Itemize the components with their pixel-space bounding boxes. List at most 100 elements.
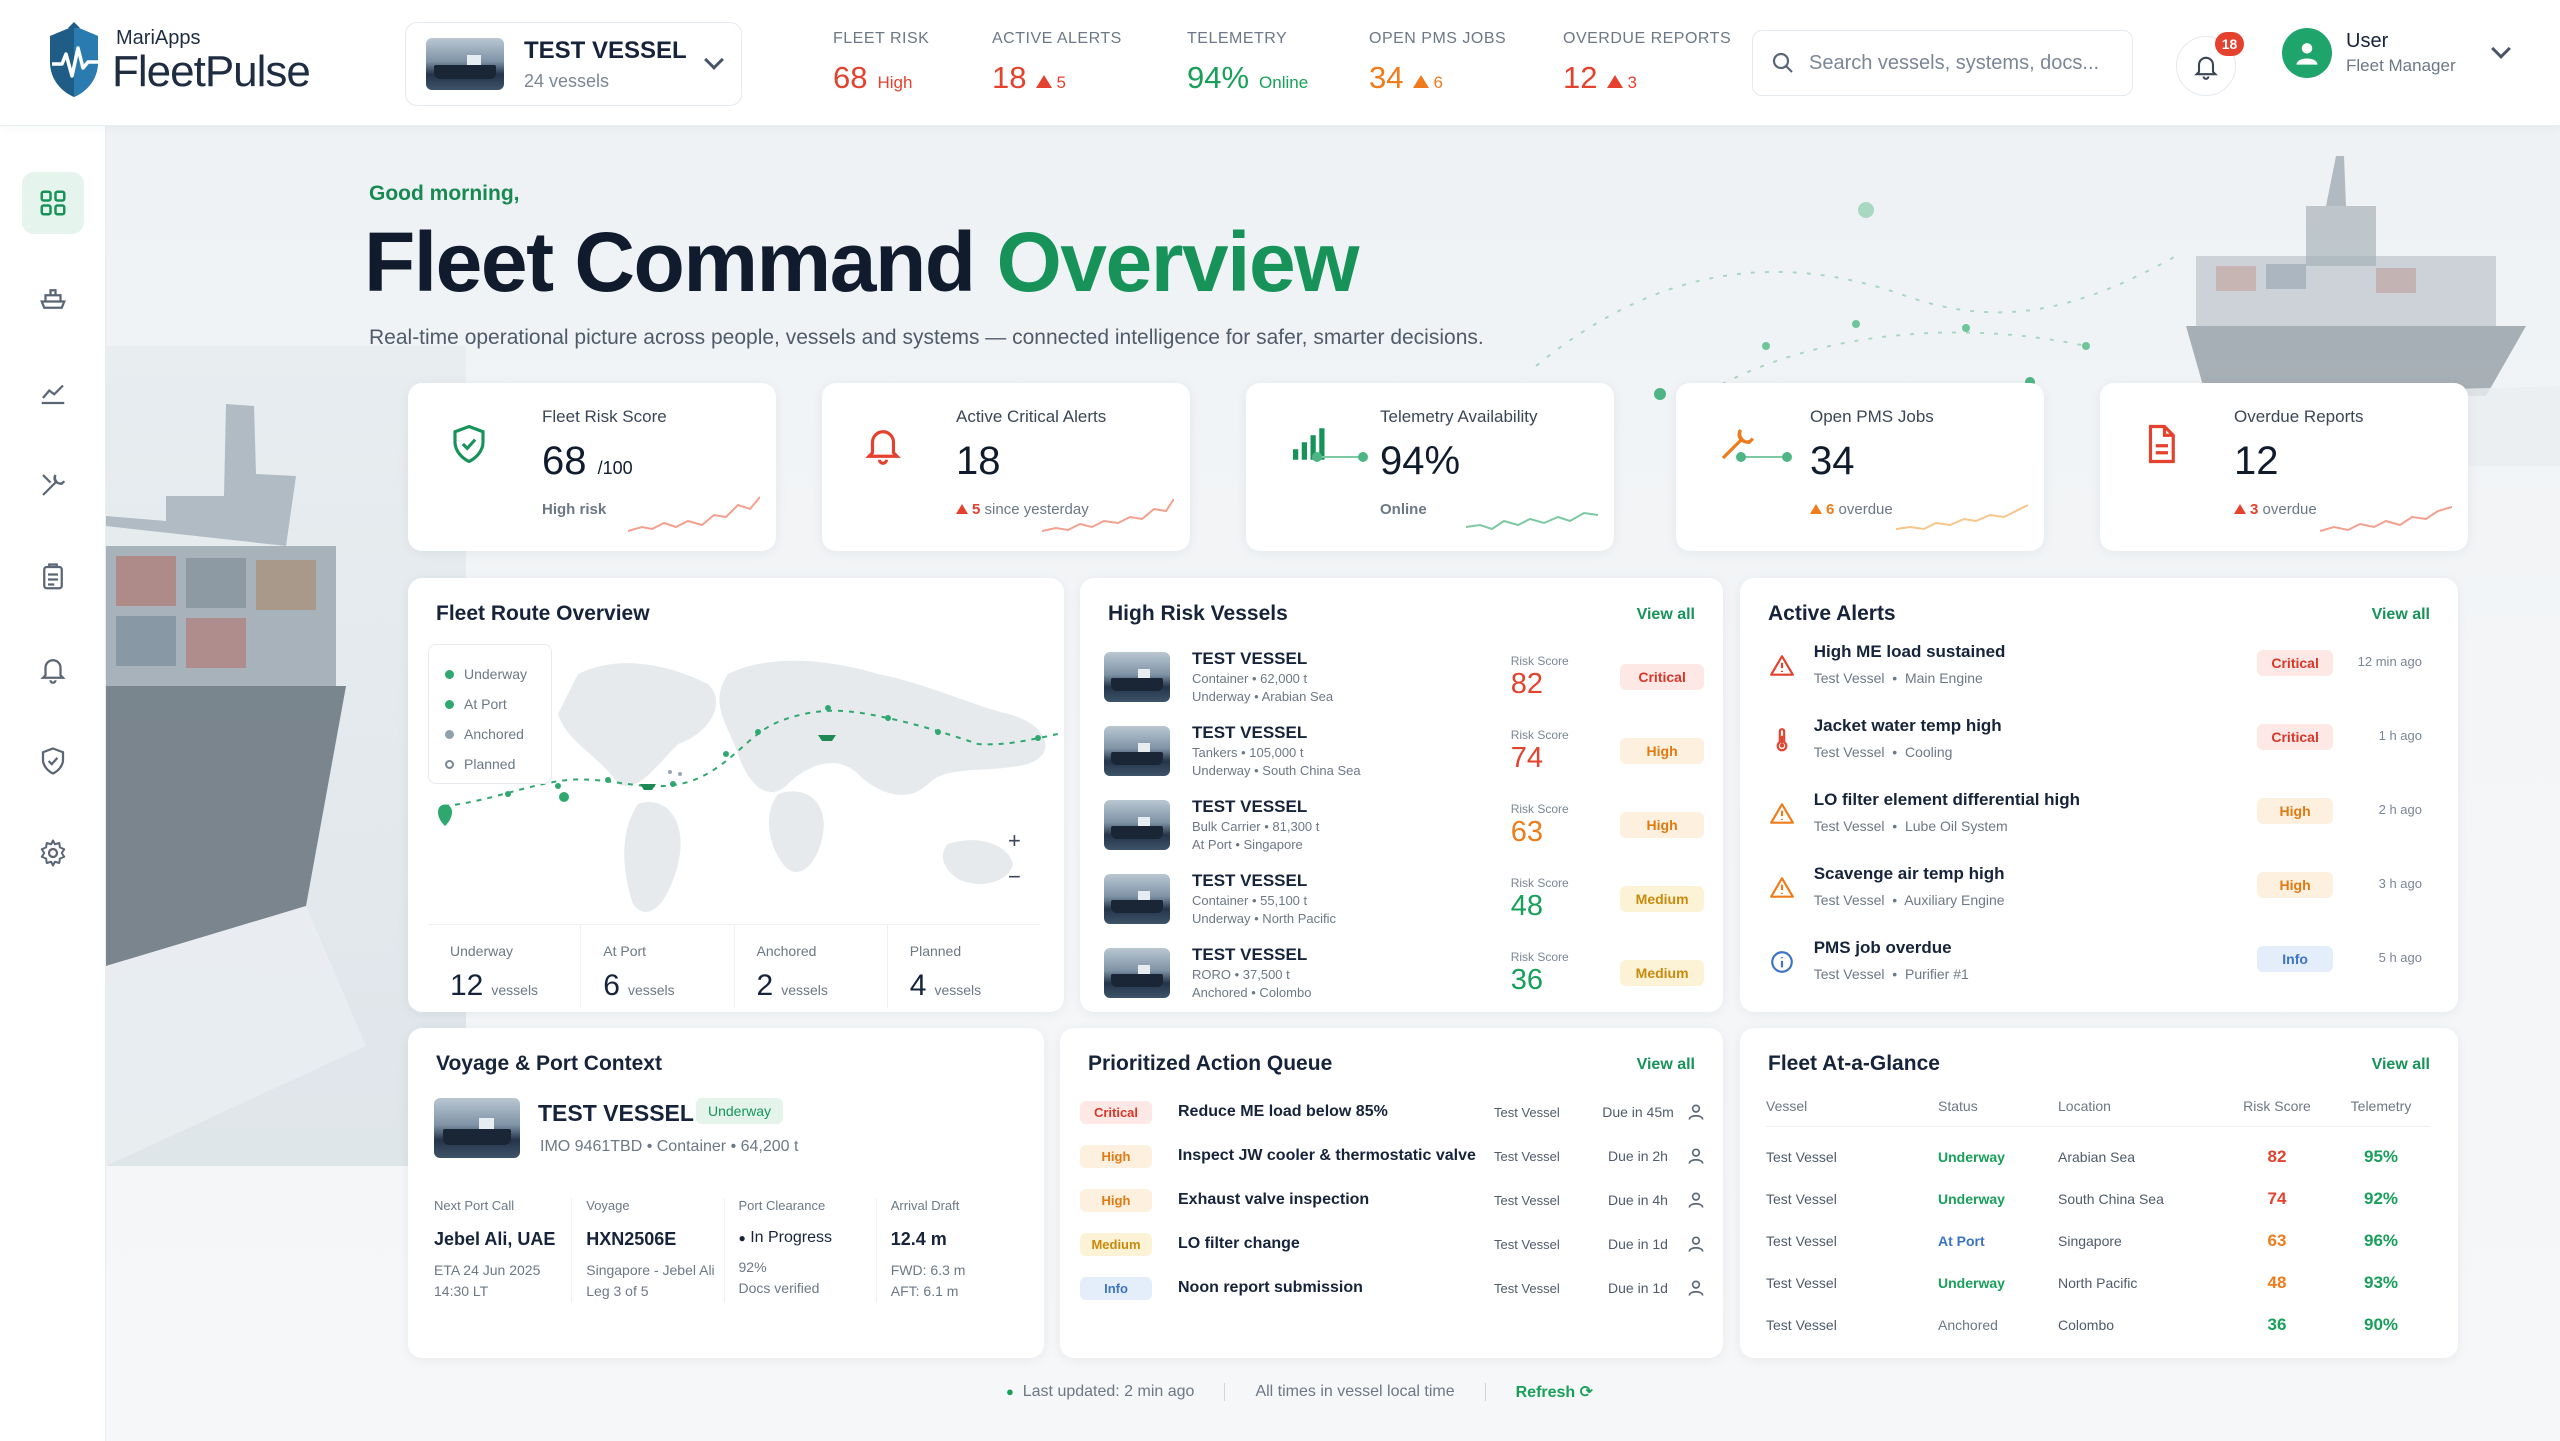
assign-user-icon[interactable] <box>1686 1146 1706 1166</box>
view-all-link[interactable]: View all <box>1636 606 1695 623</box>
analytics-icon <box>41 384 65 405</box>
action-queue-row[interactable]: High Inspect JW cooler & thermostatic va… <box>1080 1136 1718 1176</box>
top-kpi-open-pms-jobs[interactable]: OPEN PMS JOBS 34 6 <box>1369 30 1507 95</box>
user-name: User <box>2346 30 2389 52</box>
world-route-map[interactable] <box>408 634 1058 934</box>
legend-dot-icon <box>445 729 454 739</box>
info-icon <box>1766 946 1798 978</box>
assign-user-icon[interactable] <box>1686 1102 1706 1122</box>
chevron-down-icon <box>704 50 724 70</box>
vessel-icon <box>40 289 66 309</box>
active-alerts-panel: Active Alerts View all High ME load sust… <box>1740 578 2458 1012</box>
selected-vessel-name: TEST VESSEL <box>524 36 687 64</box>
alert-row[interactable]: LO filter element differential high Test … <box>1766 790 2422 864</box>
table-row[interactable]: Test Vessel Underway North Pacific 48 93% <box>1766 1273 2399 1292</box>
sidebar-item-settings[interactable] <box>22 822 84 884</box>
timezone-note: All times in vessel local time <box>1255 1383 1455 1400</box>
kpi-card-active-critical-alerts[interactable]: Active Critical Alerts 18 5 since yester… <box>822 383 1190 551</box>
panel-title: Prioritized Action Queue <box>1088 1052 1333 1075</box>
trend-up-icon <box>1036 75 1053 88</box>
thermometer-icon <box>1766 724 1798 756</box>
severity-badge: Info <box>1080 1276 1152 1300</box>
action-queue-row[interactable]: Info Noon report submission Test Vessel … <box>1080 1268 1718 1308</box>
shield-check-icon <box>446 421 492 467</box>
notifications-button[interactable] <box>2176 36 2236 96</box>
action-queue-panel: Prioritized Action Queue View all Critic… <box>1060 1028 1723 1358</box>
top-bar: MariApps FleetPulse TEST VESSEL 24 vesse… <box>0 0 2560 126</box>
top-kpi-telemetry[interactable]: TELEMETRY 94% Online <box>1187 30 1309 95</box>
refresh-button[interactable]: Refresh ⟳ <box>1515 1384 1594 1401</box>
trend-up-icon <box>1810 504 1822 514</box>
severity-badge: High <box>1080 1188 1152 1212</box>
vessel-thumbnail <box>426 38 504 90</box>
top-kpi-active-alerts[interactable]: ACTIVE ALERTS 18 5 <box>992 30 1122 95</box>
kpi-card-fleet-risk[interactable]: Fleet Risk Score 68 /100 High risk <box>408 383 776 551</box>
bell-icon <box>2194 56 2218 80</box>
high-risk-row[interactable]: TEST VESSEL RORO • 37,500 t Anchored • Col… <box>1104 938 1704 1008</box>
sidebar-item-analytics[interactable] <box>22 362 84 424</box>
user-menu[interactable]: User Fleet Manager <box>2282 28 2511 78</box>
table-row[interactable]: Test Vessel Underway South China Sea 74 92% <box>1766 1189 2399 1208</box>
high-risk-row[interactable]: TEST VESSEL Container • 62,000 t Underway … <box>1104 642 1704 712</box>
notification-count-badge: 18 <box>2215 32 2244 56</box>
top-kpi-fleet-risk[interactable]: FLEET RISK 68 High <box>833 30 930 95</box>
sidebar-item-vessels[interactable] <box>22 268 84 330</box>
alert-row[interactable]: High ME load sustained Test Vessel • Main… <box>1766 642 2422 716</box>
sidebar-item-maintenance[interactable] <box>22 454 84 516</box>
alert-row[interactable]: PMS job overdue Test Vessel • Purifier #1… <box>1766 938 2422 1012</box>
footer-status: ● Last updated: 2 min ago All times in v… <box>1006 1382 1593 1402</box>
vessel-selector[interactable]: TEST VESSEL 24 vessels <box>405 22 742 106</box>
legend-dot-icon <box>445 669 454 679</box>
table-row[interactable]: Test Vessel Underway Arabian Sea 82 95% <box>1766 1147 2399 1166</box>
vessel-thumbnail <box>1104 874 1170 924</box>
sparkline <box>1896 504 2028 531</box>
panel-title: High Risk Vessels <box>1108 602 1288 625</box>
divider <box>1484 1383 1486 1401</box>
kpi-card-open-pms-jobs[interactable]: Open PMS Jobs 34 6 overdue <box>1676 383 2044 551</box>
brand-name: FleetPulse <box>112 47 311 96</box>
severity-badge: Medium <box>1620 886 1704 912</box>
severity-badge: Critical <box>1080 1100 1152 1124</box>
trend-up-icon <box>1607 75 1624 88</box>
top-kpi-overdue-reports[interactable]: OVERDUE REPORTS 12 3 <box>1563 30 1732 95</box>
assign-user-icon[interactable] <box>1686 1190 1706 1210</box>
zoom-out-button[interactable]: − <box>1008 864 1021 889</box>
table-row[interactable]: Test Vessel At Port Singapore 63 96% <box>1766 1231 2399 1250</box>
brand-logo[interactable]: MariApps FleetPulse <box>44 22 311 100</box>
alert-row[interactable]: Jacket water temp high Test Vessel • Cool… <box>1766 716 2422 790</box>
last-updated: Last updated: 2 min ago <box>1022 1383 1195 1400</box>
search-box[interactable] <box>1752 30 2133 96</box>
kpi-card-telemetry-availability[interactable]: Telemetry Availability 94% Online <box>1246 383 1614 551</box>
severity-badge: Medium <box>1620 960 1704 986</box>
view-all-link[interactable]: View all <box>1636 1056 1695 1073</box>
kpi-card-overdue-reports[interactable]: Overdue Reports 12 3 overdue <box>2100 383 2468 551</box>
alert-row[interactable]: Scavenge air temp high Test Vessel • Auxi… <box>1766 864 2422 938</box>
sidebar-item-safety[interactable] <box>22 730 84 792</box>
action-queue-row[interactable]: Medium LO filter change Test Vessel Due … <box>1080 1224 1718 1264</box>
action-queue-row[interactable]: Critical Reduce ME load below 85% Test V… <box>1080 1092 1718 1132</box>
sidebar-item-alerts[interactable] <box>22 638 84 700</box>
brand-small: MariApps <box>116 27 201 49</box>
sidebar <box>0 126 106 1441</box>
user-icon <box>2296 43 2318 65</box>
action-queue-row[interactable]: High Exhaust valve inspection Test Vesse… <box>1080 1180 1718 1220</box>
severity-badge: Critical <box>2257 724 2333 750</box>
high-risk-row[interactable]: TEST VESSEL Bulk Carrier • 81,300 t At Por… <box>1104 790 1704 860</box>
assign-user-icon[interactable] <box>1686 1278 1706 1298</box>
zoom-in-button[interactable]: + <box>1008 828 1021 853</box>
connector-line <box>1736 452 1792 462</box>
search-input[interactable] <box>1809 51 2109 75</box>
high-risk-row[interactable]: TEST VESSEL Tankers • 105,000 t Underway •… <box>1104 716 1704 786</box>
high-risk-row[interactable]: TEST VESSEL Container • 55,100 t Underway … <box>1104 864 1704 934</box>
view-all-link[interactable]: View all <box>2371 606 2430 623</box>
view-all-link[interactable]: View all <box>2371 1056 2430 1073</box>
sidebar-item-dashboard[interactable] <box>22 172 84 234</box>
assign-user-icon[interactable] <box>1686 1234 1706 1254</box>
logo-shield-icon <box>50 22 98 97</box>
table-row[interactable]: Test Vessel Anchored Colombo 36 90% <box>1766 1315 2399 1334</box>
warning-icon <box>1766 872 1798 904</box>
sidebar-item-reports[interactable] <box>22 546 84 608</box>
warning-icon <box>1766 798 1798 830</box>
connector-line <box>1312 452 1368 462</box>
bell-icon <box>860 421 906 467</box>
